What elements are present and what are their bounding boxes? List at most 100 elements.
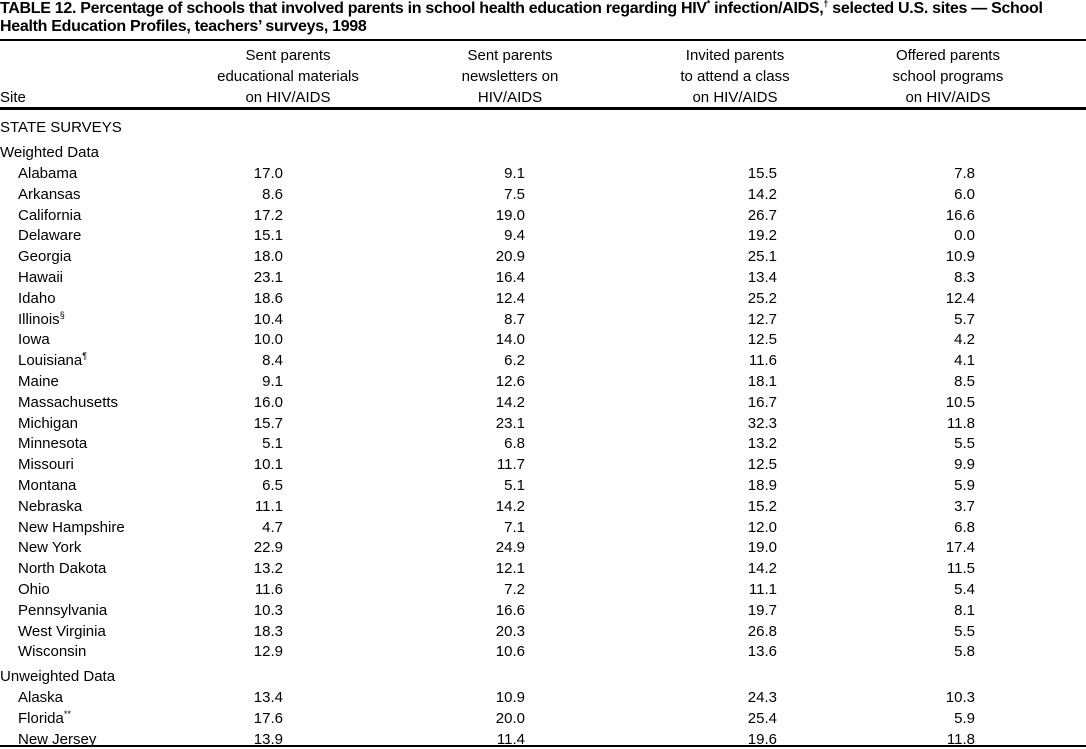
cell-value: 13.2: [747, 435, 777, 453]
footnote-marker: *: [706, 0, 711, 9]
cell-value: 17.4: [945, 539, 975, 557]
site-name: Pennsylvania: [18, 601, 108, 619]
cell-value: 7.2: [504, 581, 525, 598]
cell-value: 17.2: [253, 206, 283, 224]
cell-value: 10.9: [495, 689, 525, 707]
cell-value: 6.0: [954, 185, 975, 203]
cell-value: 13.9: [253, 730, 283, 748]
section-label: STATE SURVEYS: [0, 119, 122, 136]
cell-value: 26.8: [747, 622, 777, 640]
cell-value: 12.4: [495, 289, 525, 307]
column-header: school programs: [892, 68, 1004, 85]
cell-value: 25.2: [747, 289, 777, 307]
cell-value: 18.6: [253, 289, 283, 307]
column-header: educational materials: [217, 68, 359, 85]
cell-value: 13.2: [253, 560, 283, 578]
cell-value: 4.2: [954, 331, 975, 349]
site-name: Florida**: [18, 709, 71, 728]
cell-value: 14.0: [495, 331, 525, 349]
cell-value: 15.2: [747, 497, 777, 515]
cell-value: 20.0: [495, 710, 525, 727]
cell-value: 11.8: [946, 730, 975, 748]
site-name: Montana: [18, 477, 77, 494]
cell-value: 5.9: [954, 477, 975, 494]
header-rule: [0, 107, 1086, 110]
cell-value: 20.3: [495, 622, 525, 640]
cell-value: 6.8: [504, 435, 525, 453]
cell-value: 5.5: [954, 622, 975, 640]
cell-value: 5.5: [954, 435, 975, 453]
cell-value: 13.4: [253, 689, 283, 707]
cell-value: 7.5: [504, 185, 525, 203]
title-text: TABLE 12. Percentage of schools that inv…: [0, 0, 707, 17]
cell-value: 12.5: [747, 456, 777, 474]
cell-value: 26.7: [747, 206, 777, 224]
column-header: HIV/AIDS: [477, 89, 543, 106]
cell-value: 17.0: [253, 165, 283, 182]
cell-value: 8.3: [954, 269, 975, 286]
cell-value: 16.4: [495, 269, 525, 286]
cell-value: 15.5: [747, 165, 777, 182]
cell-value: 25.4: [747, 710, 777, 727]
cell-value: 14.2: [747, 185, 777, 203]
cell-value: 11.7: [496, 456, 525, 474]
cell-value: 11.4: [496, 730, 525, 748]
cell-value: 19.0: [495, 206, 525, 224]
cell-value: 11.6: [748, 352, 777, 370]
cell-value: 19.7: [747, 601, 777, 619]
bottom-rule: [0, 745, 1086, 747]
site-name: Massachusetts: [18, 393, 119, 411]
site-name: Idaho: [18, 289, 56, 307]
cell-value: 12.5: [747, 331, 777, 349]
cell-value: 23.1: [495, 414, 525, 432]
cell-value: 24.3: [747, 689, 777, 707]
cell-value: 8.5: [954, 373, 975, 390]
cell-value: 3.7: [954, 497, 975, 515]
cell-value: 11.6: [254, 581, 283, 598]
cell-value: 25.1: [747, 248, 777, 266]
site-name: Minnesota: [18, 435, 88, 453]
cell-value: 4.7: [262, 518, 283, 536]
cell-value: 10.5: [945, 393, 975, 411]
site-name: Nebraska: [18, 497, 83, 515]
site-name: Maine: [18, 373, 59, 390]
cell-value: 16.6: [495, 601, 525, 619]
cell-value: 16.0: [253, 393, 283, 411]
cell-value: 5.1: [504, 477, 525, 494]
cell-value: 12.1: [495, 560, 525, 578]
cell-value: 10.0: [253, 331, 283, 349]
site-name: Michigan: [18, 414, 79, 432]
column-header: newsletters on: [461, 68, 559, 85]
cell-value: 18.1: [747, 373, 777, 390]
cell-value: 5.9: [954, 710, 975, 727]
cell-value: 7.8: [954, 165, 975, 182]
cell-value: 11.1: [254, 497, 283, 515]
site-name: Delaware: [18, 227, 82, 245]
cell-value: 10.4: [253, 310, 283, 328]
cell-value: 6.2: [504, 352, 525, 370]
cell-value: 19.0: [747, 539, 777, 557]
site-name: Ohio: [18, 581, 50, 598]
site-name: Georgia: [18, 248, 72, 266]
cell-value: 14.2: [495, 497, 525, 515]
cell-value: 10.3: [945, 689, 975, 707]
footnote-marker: ¶: [82, 351, 88, 362]
cell-value: 10.1: [253, 456, 283, 474]
column-header: to attend a class: [680, 68, 790, 85]
column-header: Offered parents: [896, 47, 1000, 64]
title-text: selected U.S. sites — School Health Educ…: [0, 0, 1043, 35]
footnote-marker: **: [63, 709, 71, 719]
cell-value: 12.0: [747, 518, 777, 536]
cell-value: 8.4: [262, 352, 283, 370]
cell-value: 19.2: [747, 227, 777, 245]
cell-value: 15.7: [253, 414, 283, 432]
cell-value: 5.1: [262, 435, 283, 453]
site-name: California: [18, 206, 82, 224]
cell-value: 17.6: [253, 710, 283, 727]
cell-value: 10.6: [495, 643, 525, 661]
table-title: TABLE 12. Percentage of schools that inv…: [0, 0, 1080, 36]
footnote-marker: †: [823, 0, 829, 9]
cell-value: 12.9: [253, 643, 283, 661]
cell-value: 16.6: [945, 206, 975, 224]
